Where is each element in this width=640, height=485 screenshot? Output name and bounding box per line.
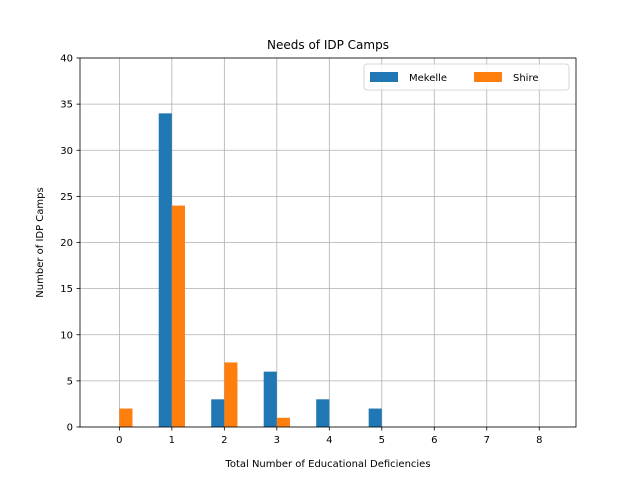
bar-mekelle-5	[368, 408, 382, 427]
bar-mekelle-2	[211, 399, 225, 427]
y-tick-label: 5	[67, 376, 73, 387]
ticks: 0 1 2 3 4 5 6 7 8 0 5 10 15 20 25 30 35 40	[60, 54, 542, 447]
y-tick-label: 30	[60, 146, 73, 157]
chart-title: Needs of IDP Camps	[267, 38, 389, 52]
legend-swatch-mekelle	[370, 72, 398, 82]
x-axis-label: Total Number of Educational Deficiencies	[224, 459, 430, 470]
legend-swatch-shire	[474, 72, 502, 82]
x-tick-label: 3	[274, 435, 280, 446]
bar-mekelle-1	[158, 113, 172, 427]
bars	[119, 113, 382, 427]
legend-box	[363, 63, 570, 91]
x-tick-label: 6	[431, 435, 437, 446]
bar-shire-2	[224, 362, 238, 427]
y-axis-label: Number of IDP Camps	[35, 187, 46, 297]
x-tick-label: 7	[484, 435, 490, 446]
y-tick-label: 10	[60, 330, 73, 341]
y-tick-label: 0	[67, 423, 73, 434]
bar-shire-3	[276, 417, 290, 427]
bar-shire-1	[171, 205, 185, 427]
x-tick-label: 5	[379, 435, 385, 446]
legend: Mekelle Shire	[363, 63, 570, 91]
legend-label-shire: Shire	[513, 73, 539, 84]
y-tick-label: 40	[60, 54, 73, 65]
bar-mekelle-4	[316, 399, 330, 427]
bar-shire-0	[119, 408, 133, 427]
x-tick-label: 1	[169, 435, 175, 446]
y-tick-label: 20	[60, 238, 73, 249]
x-tick-label: 0	[116, 435, 122, 446]
x-tick-label: 2	[221, 435, 227, 446]
y-tick-label: 15	[60, 284, 73, 295]
legend-label-mekelle: Mekelle	[409, 73, 447, 84]
x-tick-label: 4	[326, 435, 332, 446]
bar-mekelle-3	[263, 371, 277, 427]
y-tick-label: 35	[60, 100, 73, 111]
x-tick-label: 8	[536, 435, 542, 446]
y-tick-label: 25	[60, 192, 73, 203]
